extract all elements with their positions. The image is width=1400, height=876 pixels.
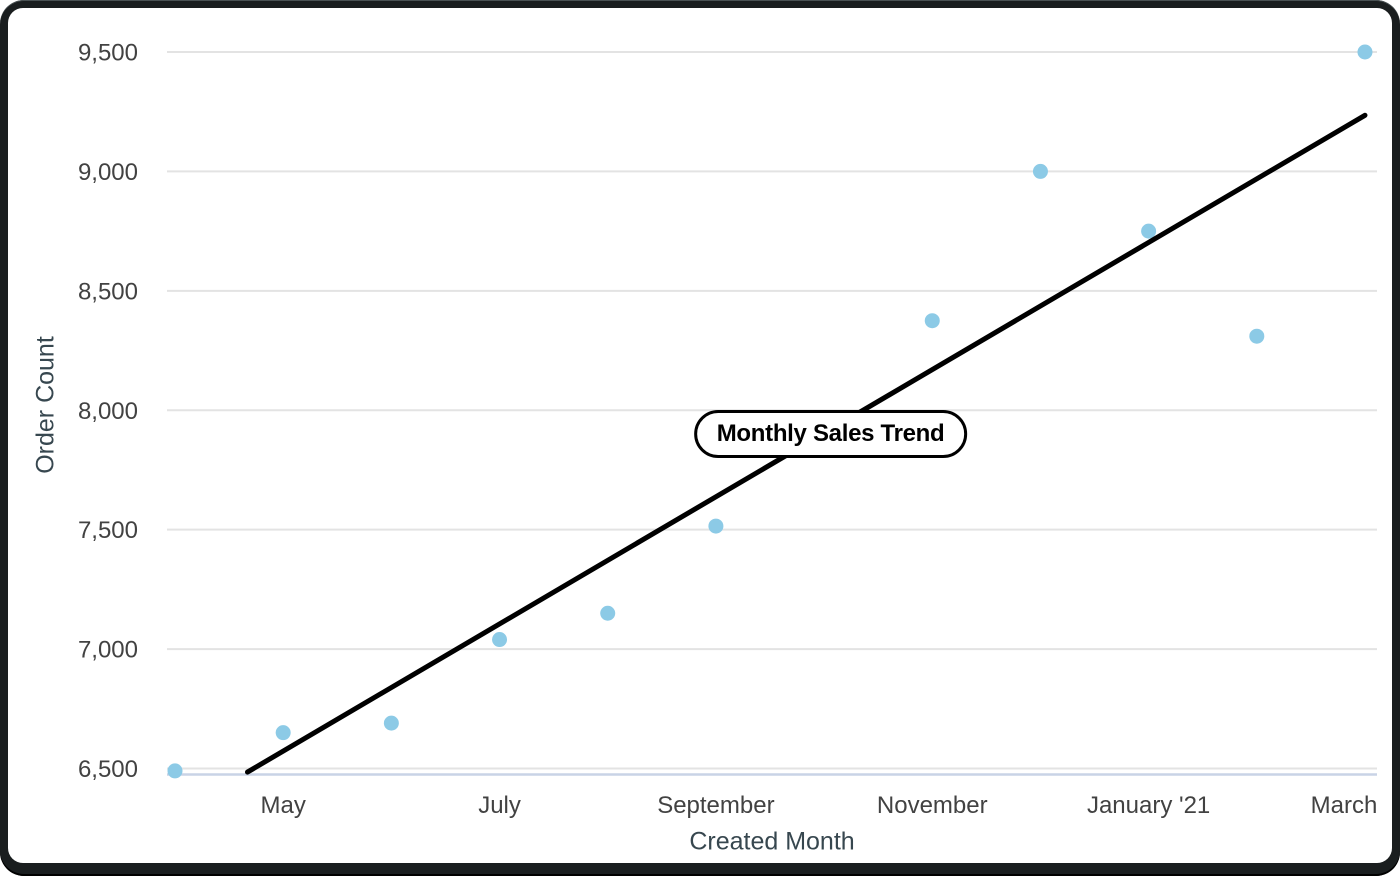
data-point[interactable] xyxy=(167,763,183,779)
y-tick-label: 7,500 xyxy=(78,517,138,544)
data-point[interactable] xyxy=(275,725,291,741)
data-point[interactable] xyxy=(1032,163,1048,179)
data-point[interactable] xyxy=(1357,44,1373,60)
x-tick-label: January '21 xyxy=(1087,792,1210,819)
data-point[interactable] xyxy=(1249,328,1265,344)
chart-title: Monthly Sales Trend xyxy=(716,420,945,448)
y-tick-label: 8,500 xyxy=(78,278,138,305)
y-tick-label: 9,500 xyxy=(78,40,138,67)
data-point[interactable] xyxy=(924,313,940,329)
data-point[interactable] xyxy=(383,715,399,731)
y-tick-label: 9,000 xyxy=(78,159,138,186)
data-point[interactable] xyxy=(708,518,724,534)
chart-title-badge: Monthly Sales Trend xyxy=(693,410,968,459)
data-point[interactable] xyxy=(600,605,616,621)
y-tick-label: 6,500 xyxy=(78,756,138,783)
x-axis-title: Created Month xyxy=(689,827,855,856)
data-point[interactable] xyxy=(492,632,508,648)
y-tick-label: 8,000 xyxy=(78,398,138,425)
x-tick-label: May xyxy=(261,792,306,819)
y-tick-label: 7,000 xyxy=(78,637,138,664)
x-tick-label: March xyxy=(1311,792,1378,819)
x-tick-label: November xyxy=(877,792,988,819)
x-tick-label: July xyxy=(478,792,521,819)
x-tick-label: September xyxy=(657,792,774,819)
y-axis-title: Order Count xyxy=(31,336,60,474)
data-point[interactable] xyxy=(1141,223,1157,239)
